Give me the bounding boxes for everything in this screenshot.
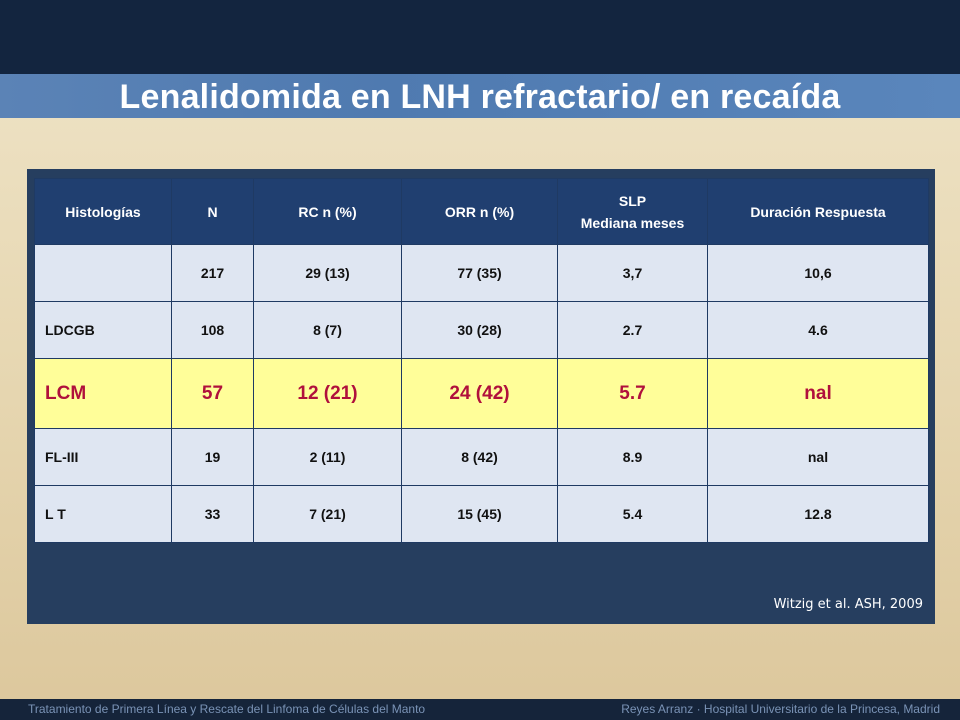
cell-orr: 77 (35) (401, 244, 558, 302)
cell-histologia: LDCGB (34, 301, 172, 359)
table-row: 217 29 (13) 77 (35) 3,7 10,6 (34, 244, 929, 302)
cell-orr: 30 (28) (401, 301, 558, 359)
cell-slp: 3,7 (557, 244, 708, 302)
footer-right-text: Reyes Arranz · Hospital Universitario de… (621, 702, 940, 716)
top-band (0, 0, 960, 74)
table-row: L T 33 7 (21) 15 (45) 5.4 12.8 (34, 485, 929, 543)
cell-rc: 29 (13) (253, 244, 402, 302)
cell-histologia: L T (34, 485, 172, 543)
table-row: LDCGB 108 8 (7) 30 (28) 2.7 4.6 (34, 301, 929, 359)
cell-slp: 5.4 (557, 485, 708, 543)
citation: Witzig et al. ASH, 2009 (773, 597, 923, 612)
cell-n: 108 (171, 301, 254, 359)
cell-duracion: 4.6 (707, 301, 929, 359)
cell-slp: 8.9 (557, 428, 708, 486)
results-table: Histologías N RC n (%) ORR n (%) SLP Med… (34, 178, 929, 543)
header-slp-line2: Mediana meses (580, 214, 685, 231)
table-panel: Histologías N RC n (%) ORR n (%) SLP Med… (27, 169, 935, 624)
cell-orr: 15 (45) (401, 485, 558, 543)
cell-duracion: nal (707, 358, 929, 429)
cell-slp: 5.7 (557, 358, 708, 429)
cell-rc: 2 (11) (253, 428, 402, 486)
header-orr: ORR n (%) (401, 178, 558, 245)
cell-rc: 8 (7) (253, 301, 402, 359)
cell-n: 33 (171, 485, 254, 543)
header-slp: SLP Mediana meses (557, 178, 708, 245)
header-duracion: Duración Respuesta (707, 178, 929, 245)
cell-orr: 24 (42) (401, 358, 558, 429)
cell-duracion: nal (707, 428, 929, 486)
footer-bar: Tratamiento de Primera Línea y Rescate d… (0, 699, 960, 720)
table-row: FL-III 19 2 (11) 8 (42) 8.9 nal (34, 428, 929, 486)
cell-n: 217 (171, 244, 254, 302)
header-slp-line1: SLP (618, 192, 647, 209)
slide-title: Lenalidomida en LNH refractario/ en reca… (119, 78, 841, 116)
cell-duracion: 12.8 (707, 485, 929, 543)
cell-rc: 7 (21) (253, 485, 402, 543)
cell-slp: 2.7 (557, 301, 708, 359)
footer-left-text: Tratamiento de Primera Línea y Rescate d… (28, 702, 426, 716)
cell-n: 19 (171, 428, 254, 486)
header-histologias: Histologías (34, 178, 172, 245)
table-row-highlighted: LCM 57 12 (21) 24 (42) 5.7 nal (34, 358, 929, 429)
header-n: N (171, 178, 254, 245)
cell-histologia (34, 244, 172, 302)
header-rc: RC n (%) (253, 178, 402, 245)
cell-histologia: LCM (34, 358, 172, 429)
cell-orr: 8 (42) (401, 428, 558, 486)
cell-n: 57 (171, 358, 254, 429)
cell-duracion: 10,6 (707, 244, 929, 302)
cell-histologia: FL-III (34, 428, 172, 486)
cell-rc: 12 (21) (253, 358, 402, 429)
title-bar: Lenalidomida en LNH refractario/ en reca… (0, 74, 960, 118)
table-header-row: Histologías N RC n (%) ORR n (%) SLP Med… (34, 178, 929, 245)
